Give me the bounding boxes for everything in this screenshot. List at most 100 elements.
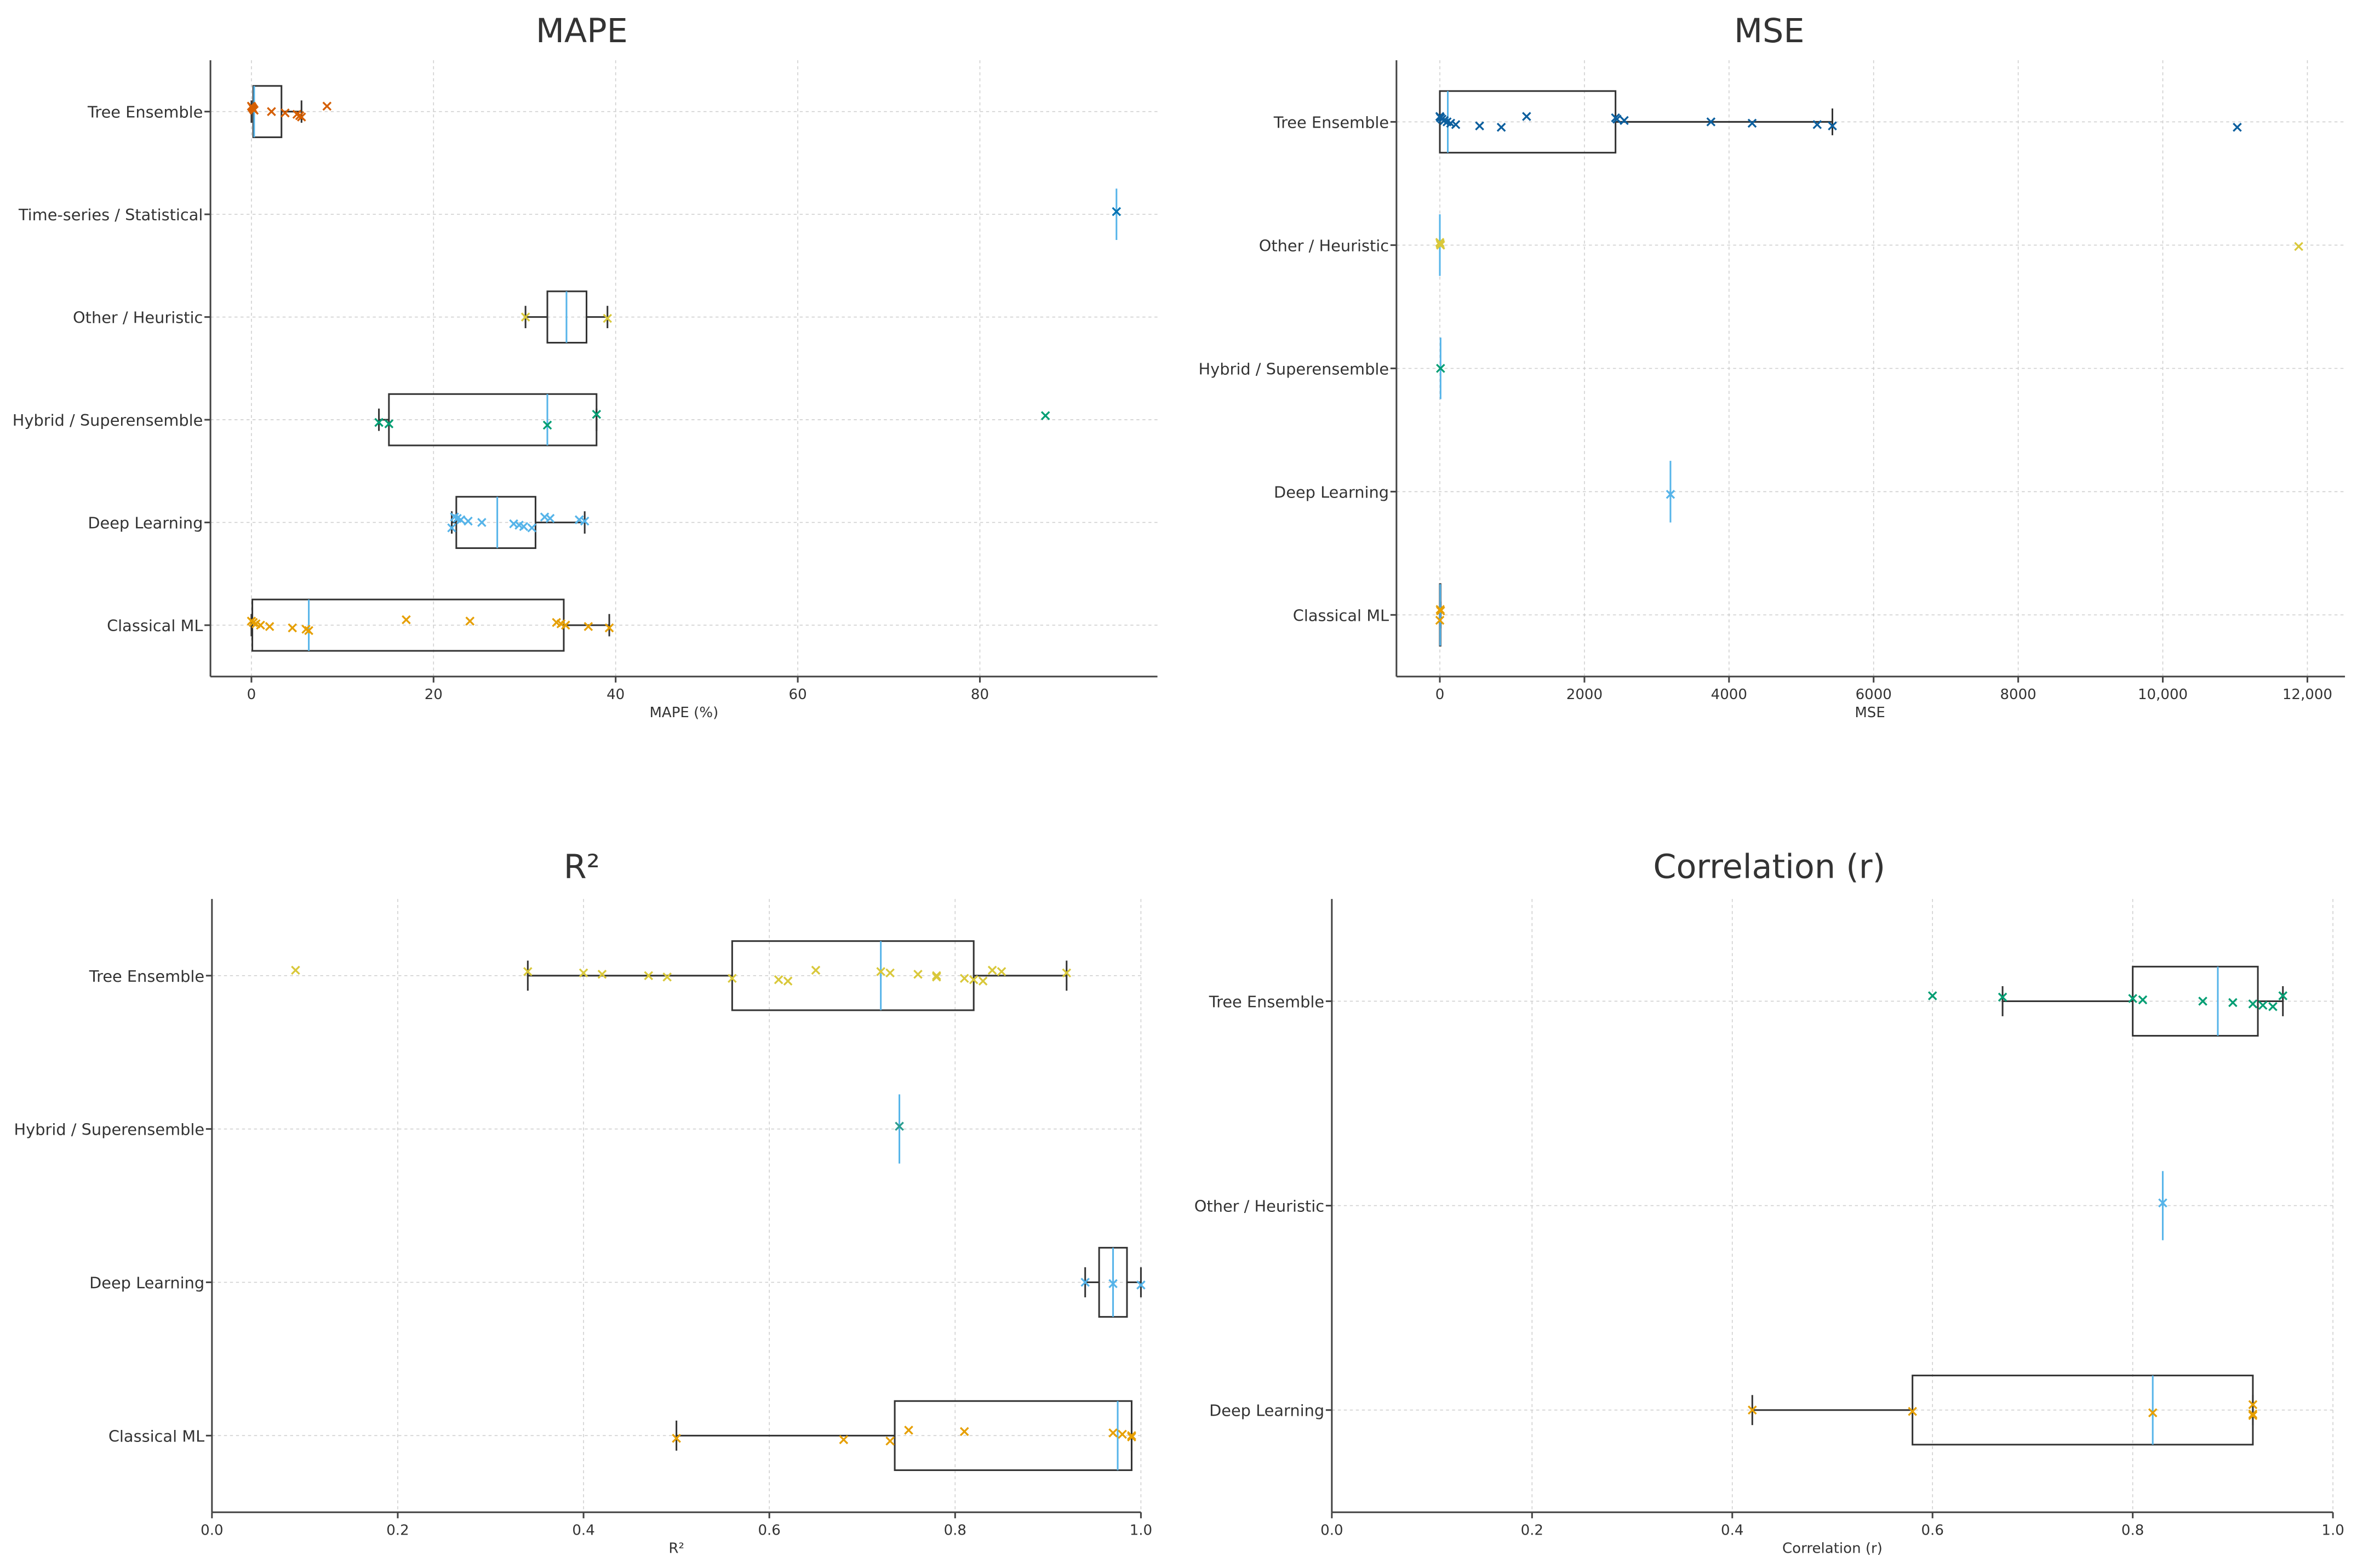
data-point-stroke (292, 110, 302, 119)
data-point (885, 1436, 895, 1446)
data-point-stroke (839, 1435, 849, 1445)
y-tick-label: Classical ML (1293, 606, 1389, 625)
data-point-stroke (932, 972, 941, 982)
data-point (1612, 115, 1622, 124)
data-point (839, 1435, 849, 1445)
data-point-stroke (987, 965, 997, 975)
data-point (603, 313, 613, 323)
data-point (580, 516, 590, 526)
data-point (1108, 1428, 1118, 1438)
x-tick-label: 2000 (1566, 686, 1603, 703)
data-point (1747, 1405, 1757, 1415)
x-tick-label: 6000 (1856, 686, 1892, 703)
data-point (1908, 1406, 1917, 1416)
box-deep-learning (451, 496, 586, 549)
data-point (959, 974, 969, 983)
x-tick-label: 8000 (2000, 686, 2036, 703)
data-point (997, 967, 1006, 976)
data-point-stroke (2278, 991, 2288, 1000)
data-point-stroke (523, 967, 533, 976)
data-point-stroke (1435, 615, 1445, 625)
data-point (1747, 118, 1757, 128)
box-other-heuristic (524, 290, 609, 344)
data-point-stroke (288, 623, 297, 633)
data-point (1666, 490, 1675, 499)
data-point (267, 107, 276, 116)
data-point (1522, 112, 1531, 121)
x-tick-label: 0.6 (1921, 1522, 1943, 1538)
data-point-stroke (1439, 116, 1449, 125)
x-tick-label: 0.4 (572, 1522, 594, 1538)
data-point-stroke (456, 515, 466, 524)
data-point (523, 967, 533, 976)
data-point-stroke (465, 616, 475, 626)
data-point-stroke (580, 516, 590, 526)
data-point (876, 967, 885, 976)
data-point (265, 622, 274, 631)
data-point (1112, 207, 1122, 216)
y-tick-label: Deep Learning (89, 1273, 204, 1292)
data-point (579, 968, 588, 978)
data-point (519, 522, 529, 531)
data-point-stroke (1927, 991, 1937, 1000)
y-tick-label: Hybrid / Superensemble (13, 411, 203, 430)
data-point (644, 971, 654, 981)
box-deep-learning (1751, 1375, 2254, 1446)
data-point (2228, 998, 2238, 1008)
data-point (728, 974, 737, 983)
data-point-stroke (2228, 998, 2238, 1008)
data-point (1118, 1429, 1127, 1439)
panel-correlation: Correlation (r) Correlation (r) 0.0 0.2 0.… (1194, 848, 2344, 1556)
data-point-stroke (402, 615, 411, 625)
data-point-stroke (997, 967, 1006, 976)
data-point-stroke (304, 626, 313, 636)
data-point-stroke (1522, 112, 1531, 121)
data-point-stroke (1118, 1429, 1127, 1439)
data-point (509, 519, 518, 529)
data-point (1080, 1278, 1090, 1287)
data-point (604, 623, 614, 633)
data-point (291, 965, 300, 975)
data-point (583, 622, 593, 631)
data-point-stroke (527, 523, 537, 533)
data-point (297, 112, 306, 122)
data-point-stroke (774, 975, 783, 985)
data-point-stroke (604, 623, 614, 633)
data-point-stroke (969, 975, 979, 985)
data-point-stroke (297, 112, 306, 122)
x-tick-label: 80 (971, 686, 989, 703)
data-point (322, 101, 332, 111)
data-point (969, 975, 979, 985)
data-point (1436, 241, 1445, 250)
data-point (2158, 1198, 2167, 1208)
data-point-stroke (1040, 411, 1050, 421)
y-tick-label: Deep Learning (1274, 483, 1389, 501)
data-point (477, 518, 487, 527)
data-point (987, 965, 997, 975)
data-point (1127, 1431, 1136, 1440)
data-point (1496, 123, 1506, 132)
y-tick-label: Classical ML (108, 1427, 204, 1445)
data-point-stroke (1112, 207, 1122, 216)
x-tick-label: 0.2 (386, 1522, 409, 1538)
data-point (904, 1426, 913, 1435)
data-point-stroke (384, 419, 394, 428)
box-tree-ensemble (527, 940, 1068, 1011)
x-tick-label: 0.2 (1521, 1522, 1543, 1538)
data-point-stroke (644, 971, 654, 981)
y-tick-label: Deep Learning (88, 514, 203, 533)
data-point (2248, 1409, 2258, 1419)
data-point (560, 620, 570, 630)
data-point-stroke (248, 617, 258, 627)
data-point (1436, 606, 1445, 616)
data-point-stroke (2268, 1002, 2278, 1011)
data-point-stroke (1475, 121, 1484, 131)
data-point-stroke (1998, 992, 2007, 1002)
data-point-stroke (453, 513, 462, 523)
data-point (1475, 121, 1484, 131)
data-point-stroke (2148, 1408, 2158, 1417)
data-point (2138, 995, 2148, 1005)
data-point-stroke (374, 417, 384, 427)
data-point (256, 620, 265, 630)
data-point-stroke (978, 976, 988, 986)
